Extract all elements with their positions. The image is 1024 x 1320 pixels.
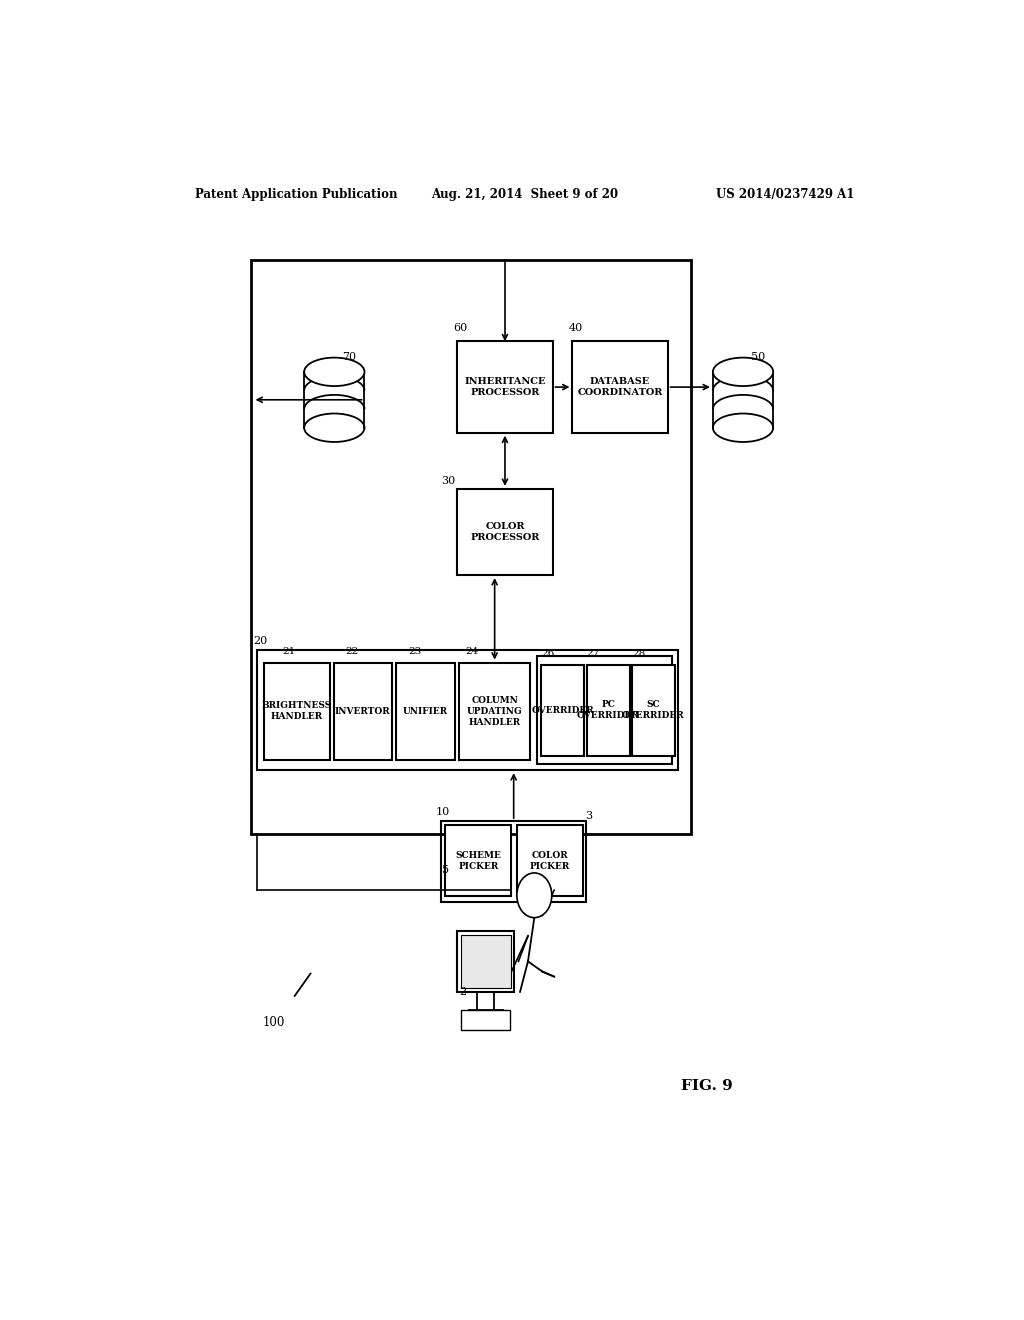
Text: UNIFIER: UNIFIER — [403, 706, 449, 715]
Text: COLOR
PROCESSOR: COLOR PROCESSOR — [470, 521, 540, 543]
Ellipse shape — [713, 413, 773, 442]
Text: 30: 30 — [441, 475, 456, 486]
Bar — [334, 663, 392, 760]
Bar — [461, 935, 511, 987]
Text: BRIGHTNESS
HANDLER: BRIGHTNESS HANDLER — [262, 701, 332, 721]
Text: 23: 23 — [409, 647, 422, 656]
Text: DATABASE
COORDINATOR: DATABASE COORDINATOR — [578, 378, 663, 397]
Text: 22: 22 — [345, 647, 358, 656]
Bar — [458, 342, 553, 433]
Text: US 2014/0237429 A1: US 2014/0237429 A1 — [716, 187, 854, 201]
Text: 50: 50 — [751, 351, 765, 362]
Bar — [461, 1010, 510, 1031]
Text: PC
OVERRIDER: PC OVERRIDER — [577, 700, 639, 721]
Text: INVERTOR: INVERTOR — [335, 706, 391, 715]
Text: 3: 3 — [585, 810, 592, 821]
Ellipse shape — [304, 413, 365, 442]
Text: 24: 24 — [465, 647, 478, 656]
Bar — [264, 663, 330, 760]
Text: 10: 10 — [436, 807, 451, 817]
Text: 28: 28 — [632, 649, 645, 659]
Bar — [517, 825, 583, 896]
Text: SC
OVERRIDER: SC OVERRIDER — [622, 700, 685, 721]
Text: FIG. 9: FIG. 9 — [681, 1080, 733, 1093]
Text: 20: 20 — [253, 636, 267, 647]
Text: COLUMN
UPDATING
HANDLER: COLUMN UPDATING HANDLER — [467, 696, 522, 727]
Bar — [572, 342, 668, 433]
Text: INHERITANCE
PROCESSOR: INHERITANCE PROCESSOR — [464, 378, 546, 397]
Bar — [542, 664, 585, 756]
Bar — [251, 260, 691, 834]
Text: 26: 26 — [542, 649, 555, 659]
Text: 27: 27 — [587, 649, 600, 659]
Text: COLOR
PICKER: COLOR PICKER — [529, 850, 570, 871]
Text: 2: 2 — [460, 987, 467, 997]
Bar — [538, 656, 673, 764]
Bar — [458, 488, 553, 576]
Text: SCHEME
PICKER: SCHEME PICKER — [456, 850, 502, 871]
Ellipse shape — [713, 358, 773, 385]
Text: 40: 40 — [568, 323, 583, 333]
Bar — [257, 651, 678, 771]
Bar — [445, 825, 511, 896]
Text: OVERRIDER: OVERRIDER — [531, 706, 594, 715]
Bar — [459, 663, 530, 760]
Bar — [441, 821, 586, 903]
Text: 21: 21 — [282, 647, 295, 656]
Text: 5: 5 — [442, 865, 450, 875]
Text: Aug. 21, 2014  Sheet 9 of 20: Aug. 21, 2014 Sheet 9 of 20 — [431, 187, 618, 201]
Text: 60: 60 — [454, 323, 468, 333]
Bar — [587, 664, 630, 756]
Text: 70: 70 — [342, 351, 356, 362]
Circle shape — [517, 873, 552, 917]
Text: Patent Application Publication: Patent Application Publication — [196, 187, 398, 201]
Bar — [396, 663, 455, 760]
Bar — [632, 664, 675, 756]
Ellipse shape — [304, 358, 365, 385]
Bar — [458, 931, 514, 991]
Text: 100: 100 — [263, 1016, 286, 1030]
